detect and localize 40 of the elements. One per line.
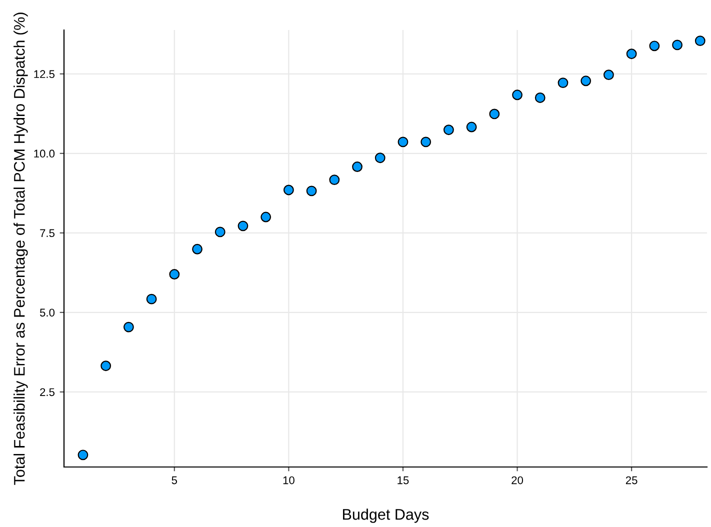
point — [603, 70, 614, 80]
point — [672, 40, 682, 50]
point — [192, 244, 202, 254]
point — [512, 90, 522, 100]
point — [398, 136, 408, 148]
point — [352, 162, 362, 172]
point — [489, 108, 500, 120]
point — [626, 48, 637, 60]
point — [694, 36, 706, 46]
point — [146, 294, 157, 304]
point — [558, 78, 568, 88]
point — [534, 92, 546, 103]
y-tick-label: 12.5 — [34, 70, 55, 78]
y-tick-label: 10.0 — [34, 150, 55, 158]
x-axis-title: Budget Days — [343, 508, 429, 523]
x-tick-label: 25 — [626, 476, 638, 484]
point — [238, 220, 248, 232]
point — [123, 322, 134, 332]
point — [283, 184, 294, 196]
x-tick-label: 15 — [398, 476, 409, 484]
point — [443, 124, 454, 136]
y-tick-label: 5.0 — [40, 308, 55, 317]
point — [329, 174, 340, 186]
point — [78, 450, 88, 460]
point — [169, 269, 180, 280]
point — [420, 136, 432, 148]
y-tick-label: 7.5 — [40, 229, 55, 238]
x-tick-label: 20 — [512, 476, 524, 484]
y-tick-label: 2.5 — [40, 388, 55, 396]
point — [649, 40, 660, 52]
point — [214, 226, 226, 238]
y-axis-title: Total Feasibility Error as Percentage of Total PCM Hydro Dispatch (%) — [14, 12, 28, 485]
point — [466, 122, 477, 132]
point — [100, 360, 112, 372]
x-tick-label: 10 — [283, 476, 294, 484]
point — [580, 76, 592, 86]
point — [374, 152, 386, 164]
point — [260, 212, 272, 222]
x-tick-label: 5 — [172, 476, 178, 484]
point — [306, 186, 317, 196]
